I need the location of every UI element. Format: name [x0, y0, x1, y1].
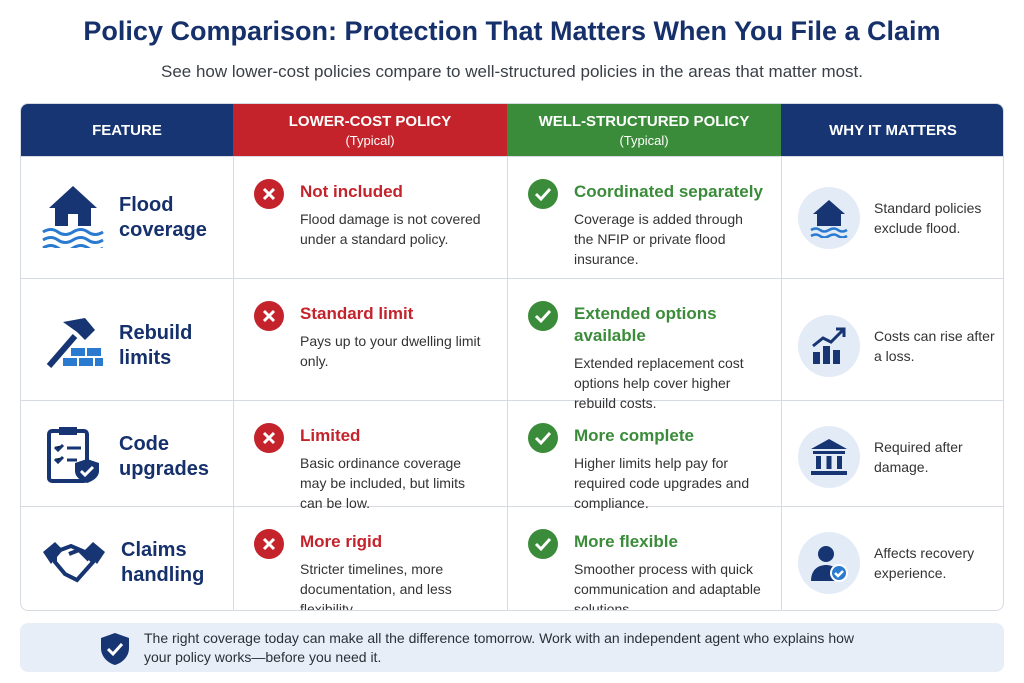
- lower-title: Standard limit: [300, 304, 414, 323]
- header-cell: FEATURE: [21, 104, 233, 156]
- lower-cell: Limited Basic ordinance coverage may be i…: [233, 401, 507, 513]
- well-text: Higher limits help pay for required code…: [574, 455, 750, 511]
- header-cell: WELL-STRUCTURED POLICY (Typical): [507, 104, 781, 156]
- feature-label: Claims handling: [121, 539, 205, 586]
- well-cell: More flexible Smoother process with quick…: [507, 507, 781, 611]
- check-icon: [528, 423, 558, 453]
- why-cell: Standard policies exclude flood.: [781, 157, 1003, 278]
- feature-label: Rebuild limits: [119, 322, 193, 369]
- lower-text: Pays up to your dwelling limit only.: [300, 333, 481, 369]
- lower-cell: More rigid Stricter timelines, more docum…: [233, 507, 507, 611]
- comparison-table: FEATURE LOWER-COST POLICY (Typical) WELL-…: [20, 103, 1004, 611]
- header-note: (Typical): [619, 132, 669, 148]
- feature-label: Flood coverage: [119, 193, 207, 241]
- well-title: Coordinated separately: [574, 182, 763, 201]
- subtitle: See how lower-cost policies compare to w…: [160, 62, 864, 81]
- table-row: Flood coverage Not included Flood damage i…: [21, 156, 1003, 278]
- check-icon: [528, 301, 558, 331]
- why-cell: Costs can rise after a loss.: [781, 279, 1003, 413]
- feature-cell: Claims handling: [21, 507, 233, 610]
- why-text: Standard policies exclude flood.: [874, 199, 982, 236]
- header-cell: WHY IT MATTERS: [781, 104, 1003, 156]
- feature-icon: [41, 534, 107, 593]
- table-row: Claims handling More rigid Stricter timeli…: [21, 506, 1003, 611]
- lower-title: Limited: [300, 426, 361, 445]
- x-icon: [254, 301, 284, 331]
- header-title: FEATURE: [92, 121, 162, 139]
- feature-label: Code upgrades: [119, 433, 210, 480]
- why-cell: Required after damage.: [781, 401, 1003, 513]
- footer-text: The right coverage today can make all th…: [144, 629, 855, 665]
- why-icon: [798, 426, 860, 488]
- x-icon: [254, 423, 284, 453]
- lower-title: Not included: [300, 182, 403, 201]
- why-text: Required after damage.: [874, 439, 963, 475]
- well-cell: Coordinated separately Coverage is added …: [507, 157, 781, 278]
- feature-icon: [41, 314, 105, 379]
- lower-text: Basic ordinance coverage may be included…: [300, 455, 465, 511]
- table-body: Flood coverage Not included Flood damage i…: [21, 156, 1003, 611]
- lower-text: Stricter timelines, more documentation, …: [300, 561, 452, 611]
- lower-title: More rigid: [300, 532, 383, 551]
- check-icon: [528, 529, 558, 559]
- lower-text: Flood damage is not covered under a stan…: [300, 211, 481, 247]
- well-cell: More complete Higher limits help pay for …: [507, 401, 781, 513]
- header-title: WHY IT MATTERS: [829, 121, 957, 139]
- lower-cell: Standard limit Pays up to your dwelling l…: [233, 279, 507, 413]
- header-title: LOWER-COST POLICY: [288, 112, 452, 130]
- why-text: Affects recovery experience.: [874, 545, 975, 581]
- header-note: (Typical): [345, 132, 395, 148]
- well-cell: Extended options available Extended repla…: [507, 279, 781, 413]
- well-text: Smoother process with quick communicatio…: [574, 561, 761, 611]
- well-text: Coverage is added through the NFIP or pr…: [574, 211, 743, 267]
- feature-icon: [41, 423, 105, 492]
- table-header: FEATURE LOWER-COST POLICY (Typical) WELL-…: [21, 104, 1003, 156]
- feature-cell: Rebuild limits: [21, 279, 233, 413]
- feature-icon: [41, 182, 105, 253]
- feature-cell: Flood coverage: [21, 157, 233, 278]
- table-row: Rebuild limits Standard limit Pays up to y…: [21, 278, 1003, 413]
- well-title: More flexible: [574, 532, 678, 551]
- why-text: Costs can rise after a loss.: [874, 328, 995, 364]
- header-title: WELL-STRUCTURED POLICY: [538, 112, 750, 130]
- well-text: Extended replacement cost options help c…: [574, 355, 744, 411]
- x-icon: [254, 529, 284, 559]
- well-title: Extended options available: [574, 304, 717, 345]
- well-title: More complete: [574, 426, 694, 445]
- why-icon: [798, 315, 860, 377]
- shield-icon: [101, 633, 129, 665]
- why-cell: Affects recovery experience.: [781, 507, 1003, 610]
- why-icon: [798, 186, 860, 249]
- header-cell: LOWER-COST POLICY (Typical): [233, 104, 507, 156]
- table-row: Code upgrades Limited Basic ordinance cove…: [21, 400, 1003, 513]
- lower-cell: Not included Flood damage is not covered …: [233, 157, 507, 278]
- check-icon: [528, 179, 558, 209]
- footer: The right coverage today can make all th…: [20, 623, 1004, 672]
- feature-cell: Code upgrades: [21, 401, 233, 513]
- title: Policy Comparison: Protection That Matte…: [83, 16, 941, 46]
- x-icon: [254, 179, 284, 209]
- why-icon: [798, 532, 860, 594]
